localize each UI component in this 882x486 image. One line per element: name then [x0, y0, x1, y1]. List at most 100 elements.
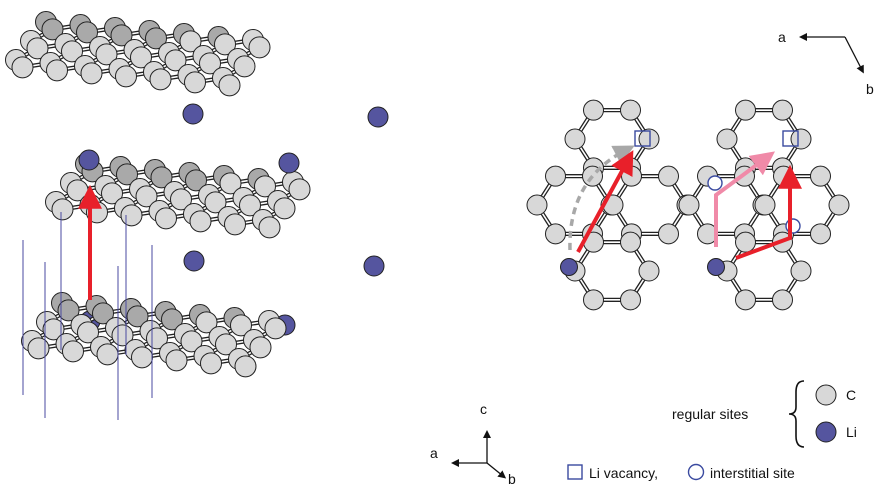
carbon-atom: [110, 24, 133, 47]
lithium-atom: [367, 106, 389, 128]
carbon-atom: [564, 128, 586, 150]
carbon-atom: [214, 33, 236, 56]
carbon-atom: [526, 194, 548, 216]
carbon-atom: [161, 308, 183, 331]
legend-lithium-label: Li: [846, 424, 857, 440]
carbon-atom: [26, 37, 49, 60]
carbon-atom: [224, 213, 246, 236]
carbon-atom: [120, 204, 143, 227]
lithium-atom: [363, 255, 385, 277]
carbon-atom: [772, 99, 793, 121]
axes-right: a b: [778, 29, 874, 97]
carbon-atom: [735, 289, 756, 311]
carbon-atom: [264, 317, 287, 340]
carbon-atom: [828, 194, 850, 216]
carbon-atom: [583, 99, 604, 121]
legend: regular sites C Li Li vacancy, interstit…: [567, 380, 857, 481]
carbon-atom: [678, 194, 700, 216]
carbon-atom: [11, 56, 34, 79]
carbon-atom: [115, 65, 137, 88]
carbon-atom: [80, 62, 103, 85]
axis-label-a: a: [430, 445, 438, 461]
axis-label-a-right: a: [778, 29, 786, 45]
li-layer-top: [182, 103, 389, 128]
carbon-atom: [76, 21, 98, 44]
carbon-atom: [219, 172, 242, 195]
legend-lithium-icon: [815, 421, 837, 443]
lithium-atom: [183, 250, 205, 272]
carbon-atom: [46, 59, 68, 82]
legend-interstitial-label: interstitial site: [710, 465, 795, 481]
legend-vacancy-label: Li vacancy,: [589, 465, 658, 481]
carbon-atom: [92, 302, 114, 325]
carbon-atom: [545, 223, 566, 245]
carbon-atom: [116, 163, 138, 186]
carbon-atom: [165, 349, 188, 372]
legend-brace: [788, 380, 805, 448]
carbon-atom: [145, 27, 167, 50]
carbon-atom: [638, 128, 660, 150]
carbon-atom: [230, 314, 252, 337]
carbon-atom: [62, 340, 84, 363]
carbon-atom: [95, 43, 118, 66]
carbon-atom: [200, 352, 222, 375]
carbon-atom: [77, 321, 99, 344]
honeycomb-in-plane-view: [526, 99, 850, 311]
carbon-atom: [170, 188, 192, 211]
carbon-atom: [111, 324, 134, 347]
carbon-atom: [772, 289, 793, 311]
carbon-atom: [258, 216, 281, 239]
carbon-atom: [131, 346, 153, 369]
carbon-atom: [288, 178, 311, 201]
axes-left: c a b: [430, 401, 516, 486]
carbon-atom: [189, 210, 212, 233]
lithium-atom: [278, 152, 300, 174]
carbon-atom: [735, 231, 756, 253]
carbon-atom: [810, 223, 831, 245]
carbon-atom: [180, 330, 203, 353]
carbon-atom: [545, 165, 566, 187]
carbon-atom: [42, 318, 65, 341]
carbon-atom: [620, 289, 641, 311]
hexagonal-prism-guide-lines: [22, 212, 153, 420]
carbon-atom: [218, 74, 241, 97]
carbon-atom: [164, 49, 187, 72]
axis-label-b-right: b: [866, 81, 874, 97]
carbon-atom: [51, 198, 74, 221]
lithium-atom: [560, 258, 578, 276]
pink-arrow: [714, 151, 776, 247]
carbon-atom: [185, 169, 207, 192]
carbon-atom: [583, 289, 604, 311]
legend-carbon-label: C: [846, 387, 856, 403]
carbon-atom: [754, 194, 776, 216]
carbon-atom: [155, 207, 177, 230]
graphene-layer-middle: [45, 153, 311, 239]
axis-label-b: b: [508, 471, 516, 486]
carbon-atom: [215, 333, 237, 356]
carbon-atom: [96, 343, 119, 366]
carbon-atom: [658, 223, 679, 245]
carbon-atom: [248, 36, 271, 59]
axis-label-c: c: [480, 401, 487, 417]
lithium-atom: [707, 258, 725, 276]
interstitial-site: [707, 175, 723, 191]
carbon-atom: [233, 55, 256, 78]
carbon-atom: [638, 260, 660, 282]
legend-carbon-icon: [815, 384, 837, 406]
carbon-atom: [620, 231, 641, 253]
red-arrow: [576, 150, 634, 253]
lithium-atom: [182, 103, 204, 125]
carbon-atom: [41, 18, 64, 41]
carbon-atom: [135, 185, 158, 208]
carbon-atom: [126, 305, 149, 328]
carbon-atom: [239, 194, 261, 217]
carbon-atom: [249, 336, 272, 359]
carbon-atom: [150, 166, 173, 189]
gray-dashed-arrow: [568, 145, 635, 251]
graphene-layer-top: [5, 11, 271, 97]
carbon-atom: [199, 52, 221, 75]
carbon-atom: [790, 260, 812, 282]
carbon-atom: [57, 299, 80, 322]
legend-regular-sites: regular sites: [672, 406, 748, 422]
